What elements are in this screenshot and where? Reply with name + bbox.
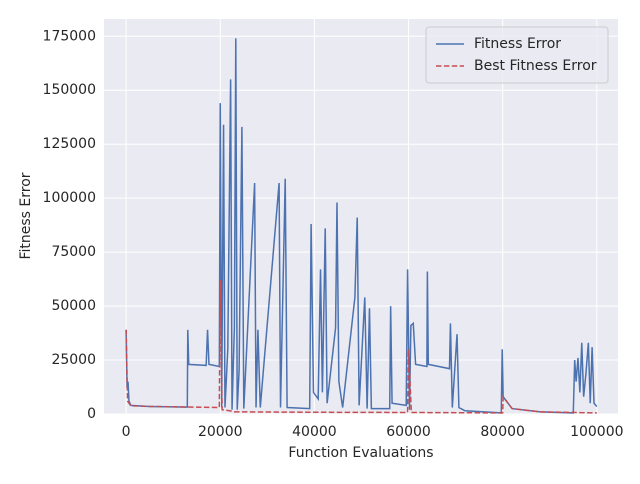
lines <box>125 38 598 414</box>
x-tick-label: 60000 <box>386 424 431 440</box>
x-tick-label: 100000 <box>570 424 623 440</box>
series-line <box>125 280 597 414</box>
x-axis-label: Function Evaluations <box>288 445 433 461</box>
y-tick-label: 75000 <box>51 244 96 260</box>
x-tick-label: 0 <box>122 424 131 440</box>
legend-label: Best Fitness Error <box>474 58 597 74</box>
legend: Fitness Error Best Fitness Error <box>425 26 609 84</box>
y-tick-label: 0 <box>87 406 96 422</box>
x-tick-label: 40000 <box>292 424 337 440</box>
legend-label: Fitness Error <box>474 36 561 52</box>
y-tick-label: 50000 <box>51 298 96 314</box>
legend-box <box>425 26 609 84</box>
grid <box>104 19 618 415</box>
y-tick-label: 175000 <box>43 28 96 44</box>
y-tick-label: 150000 <box>43 82 96 98</box>
x-tick-label: 80000 <box>480 424 525 440</box>
y-axis-label: Fitness Error <box>18 172 34 259</box>
y-tick-label: 25000 <box>51 352 96 368</box>
plot-area <box>104 19 618 414</box>
y-tick-label: 125000 <box>43 136 96 152</box>
y-tick-label: 100000 <box>43 190 96 206</box>
x-tick-label: 20000 <box>198 424 243 440</box>
